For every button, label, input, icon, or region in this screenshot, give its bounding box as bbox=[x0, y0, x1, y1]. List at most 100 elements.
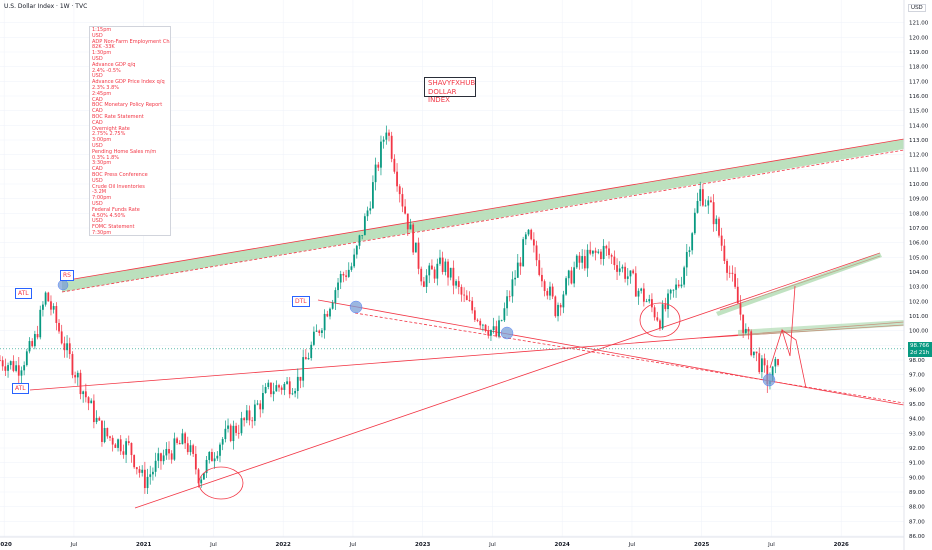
candle-body bbox=[736, 286, 739, 304]
candle-body bbox=[704, 205, 707, 207]
info-line: Advance GDP q/q bbox=[92, 61, 136, 68]
candle-body bbox=[152, 471, 154, 475]
candle-body bbox=[710, 200, 712, 203]
candle-body bbox=[374, 164, 377, 183]
candle-body bbox=[621, 266, 624, 269]
info-line: Overnight Rate bbox=[92, 125, 130, 132]
rs-label[interactable]: RS bbox=[60, 270, 74, 281]
candle-body bbox=[28, 341, 31, 352]
candle-body bbox=[133, 455, 136, 468]
info-line: -3.2M bbox=[92, 189, 107, 196]
candle-body bbox=[264, 386, 267, 393]
candle-body bbox=[270, 382, 272, 395]
candle-body bbox=[189, 445, 192, 453]
candle-body bbox=[468, 299, 471, 301]
candle-body bbox=[235, 425, 237, 433]
candle-body bbox=[431, 265, 433, 270]
y-tick-label: 110.00 bbox=[909, 182, 929, 188]
currency-label[interactable]: USD bbox=[908, 4, 926, 12]
candle-body bbox=[498, 320, 500, 337]
atl-bottom-label[interactable]: ATL bbox=[12, 383, 29, 394]
candle-body bbox=[755, 351, 758, 354]
candle-body bbox=[409, 224, 412, 230]
grid bbox=[0, 0, 904, 537]
candle-body bbox=[428, 265, 431, 276]
candle-body bbox=[60, 331, 63, 344]
neckline-band bbox=[738, 320, 904, 336]
info-line: 3:00pm bbox=[92, 137, 112, 144]
candle-body bbox=[583, 256, 586, 269]
candle-body bbox=[452, 267, 455, 286]
candle-body bbox=[712, 202, 715, 225]
candle-body bbox=[229, 425, 232, 442]
candle-body bbox=[278, 385, 280, 388]
info-line: BOC Rate Statement bbox=[92, 113, 144, 120]
candle-body bbox=[197, 469, 200, 484]
candle-body bbox=[632, 270, 635, 274]
candle-body bbox=[642, 288, 645, 302]
candle-body bbox=[251, 420, 254, 422]
candle-body bbox=[4, 366, 7, 371]
candle-body bbox=[0, 360, 1, 361]
y-tick-label: 120.00 bbox=[909, 35, 929, 41]
candle-body bbox=[296, 376, 299, 391]
candle-body bbox=[192, 445, 195, 454]
atl-top-label[interactable]: ATL bbox=[15, 288, 32, 299]
candle-body bbox=[117, 439, 119, 448]
y-tick-label: 111.00 bbox=[909, 167, 929, 173]
info-line: 2.4% -0.5% bbox=[92, 67, 121, 74]
candle-body bbox=[731, 272, 734, 274]
candle-body bbox=[310, 344, 313, 359]
y-tick-label: 88.00 bbox=[909, 505, 925, 511]
candle-body bbox=[143, 469, 146, 489]
candle-body bbox=[119, 439, 122, 452]
candle-body bbox=[567, 270, 570, 279]
candle-body bbox=[511, 279, 514, 297]
candle-body bbox=[401, 194, 404, 207]
candle-body bbox=[417, 242, 420, 269]
brand-label[interactable]: SHAVYFXHUB DOLLAR INDEX bbox=[424, 77, 476, 104]
candle-body bbox=[253, 404, 256, 421]
candle-body bbox=[605, 245, 608, 249]
candle-body bbox=[715, 218, 718, 225]
rising-support-line bbox=[134, 252, 881, 509]
y-tick-label: 92.00 bbox=[909, 446, 925, 452]
candle-body bbox=[554, 296, 557, 317]
candle-body bbox=[626, 276, 629, 279]
candle-body bbox=[369, 208, 372, 211]
candle-body bbox=[377, 164, 380, 168]
bearish-projection bbox=[781, 329, 807, 389]
candle-body bbox=[549, 286, 551, 296]
info-line: CAD bbox=[92, 166, 103, 173]
candle-body bbox=[476, 319, 479, 321]
candle-body bbox=[495, 326, 498, 337]
candle-body bbox=[444, 261, 447, 273]
candle-body bbox=[103, 428, 106, 442]
candle-body bbox=[771, 366, 774, 381]
candle-body bbox=[176, 438, 178, 443]
candle-body bbox=[280, 387, 283, 390]
candle-body bbox=[535, 245, 538, 261]
candle-body bbox=[307, 358, 310, 360]
candle-body bbox=[350, 266, 353, 270]
candle-body bbox=[50, 301, 52, 310]
candle-body bbox=[337, 282, 339, 291]
ascending-channel bbox=[61, 138, 905, 293]
candle-body bbox=[406, 213, 409, 230]
info-line: 4.50% 4.50% bbox=[92, 212, 126, 219]
candle-body bbox=[168, 448, 170, 454]
candle-body bbox=[154, 460, 157, 472]
candle-body bbox=[353, 254, 356, 267]
candle-body bbox=[455, 281, 457, 286]
dtl-label[interactable]: DTL bbox=[292, 296, 310, 307]
candle-body bbox=[532, 239, 535, 246]
candle-body bbox=[130, 443, 133, 456]
y-tick-label: 112.00 bbox=[909, 153, 929, 159]
info-line: 7:30pm bbox=[92, 229, 112, 236]
bullish-projection bbox=[769, 285, 796, 369]
candle-body bbox=[138, 469, 141, 473]
candle-body bbox=[74, 375, 77, 378]
candle-body bbox=[390, 135, 393, 159]
